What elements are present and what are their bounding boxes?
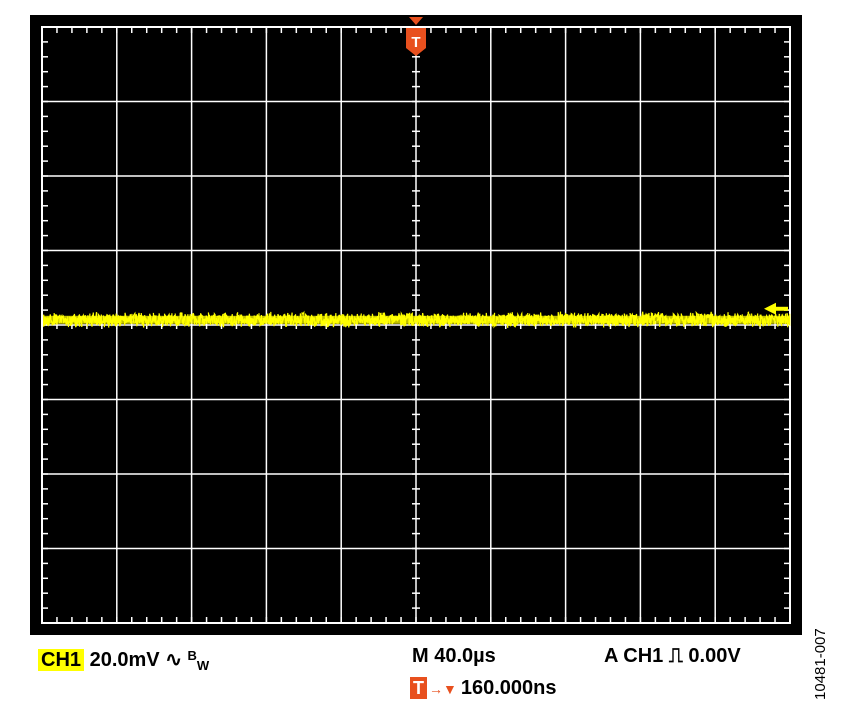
trigger-position: 160.000ns <box>460 677 557 699</box>
trigger-arrow-icon <box>409 17 423 25</box>
figure-id: 10481-007 <box>812 628 829 700</box>
trigger-marker-label: T <box>411 34 420 51</box>
bw-b: B <box>187 648 197 663</box>
trigger-marker-icon <box>406 28 426 56</box>
ground-level-arrow-tail <box>776 306 788 311</box>
volts-per-div: 20.0mV <box>89 649 160 671</box>
ground-level-arrow-icon <box>764 302 776 315</box>
grid <box>41 26 791 624</box>
bw-w: W <box>196 658 210 673</box>
trigger-status: A CH1 ⎍ 0.00V <box>604 644 741 668</box>
scope-plot: T <box>41 17 791 624</box>
trigger-position-row: T →▼ 160.000ns <box>410 676 557 701</box>
channel-status: CH1 20.0mV ∿ BW <box>38 644 209 678</box>
trigger-arrows-icon: →▼ <box>429 681 457 697</box>
coupling-icon: ∿ <box>165 649 182 671</box>
trigger-source: A CH1 <box>604 645 664 667</box>
ch1-trace <box>43 310 791 329</box>
trigger-badge: T <box>410 677 427 699</box>
ch1-badge: CH1 <box>38 649 85 671</box>
oscilloscope-screen: T <box>30 15 802 635</box>
trigger-level: 0.00V <box>688 645 741 667</box>
ch1-trace-core <box>43 315 789 324</box>
rising-edge-icon: ⎍ <box>668 645 683 667</box>
markers: T <box>406 17 788 315</box>
timebase: M 40.0µs <box>412 645 496 667</box>
